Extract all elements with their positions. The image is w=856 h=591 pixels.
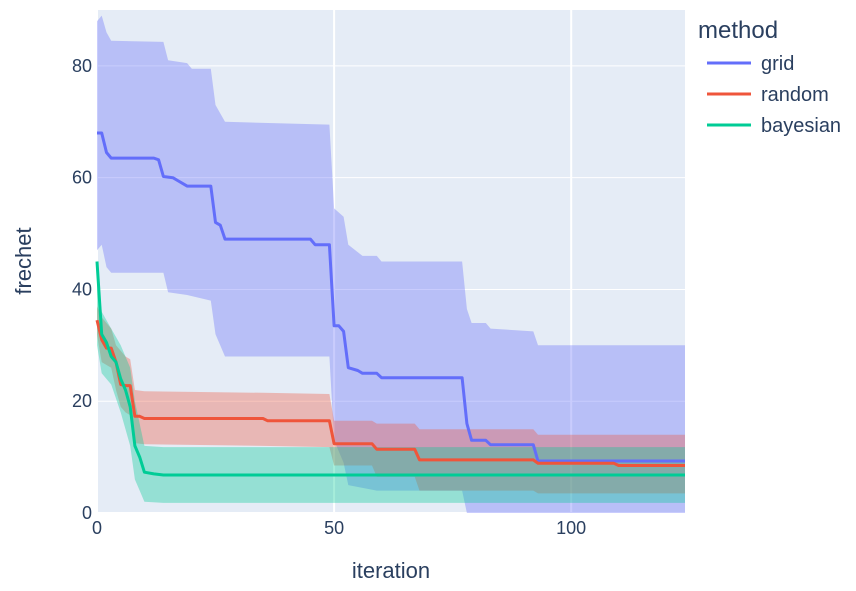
legend[interactable]: method grid random bayesian bbox=[698, 17, 841, 137]
x-axis: 0 50 100 bbox=[92, 518, 586, 538]
y-tick-label: 0 bbox=[82, 503, 92, 523]
confidence-bands bbox=[97, 15, 685, 513]
x-tick-label: 50 bbox=[324, 518, 344, 538]
line-bayesian[interactable] bbox=[95, 261, 685, 477]
band-random bbox=[97, 306, 685, 494]
band-grid bbox=[97, 15, 685, 513]
legend-label: grid bbox=[761, 53, 794, 75]
legend-item-bayesian[interactable]: bayesian bbox=[707, 115, 841, 137]
legend-item-grid[interactable]: grid bbox=[707, 53, 794, 75]
band-bayesian bbox=[97, 267, 685, 503]
legend-label: bayesian bbox=[761, 115, 841, 137]
line-grid[interactable] bbox=[97, 131, 685, 463]
legend-item-random[interactable]: random bbox=[707, 84, 829, 106]
y-tick-label: 20 bbox=[72, 391, 92, 411]
y-axis-title: frechet bbox=[11, 227, 36, 294]
y-axis: 0 20 40 60 80 bbox=[72, 56, 92, 523]
y-tick-label: 80 bbox=[72, 56, 92, 76]
legend-title: method bbox=[698, 17, 778, 44]
y-tick-label: 60 bbox=[72, 168, 92, 188]
x-axis-title: iteration bbox=[352, 558, 430, 583]
x-tick-label: 0 bbox=[92, 518, 102, 538]
legend-label: random bbox=[761, 84, 829, 106]
plot-background bbox=[97, 10, 685, 513]
x-tick-label: 100 bbox=[556, 518, 586, 538]
series-lines bbox=[95, 131, 685, 477]
grid-lines bbox=[96, 10, 685, 514]
y-tick-label: 40 bbox=[72, 279, 92, 299]
